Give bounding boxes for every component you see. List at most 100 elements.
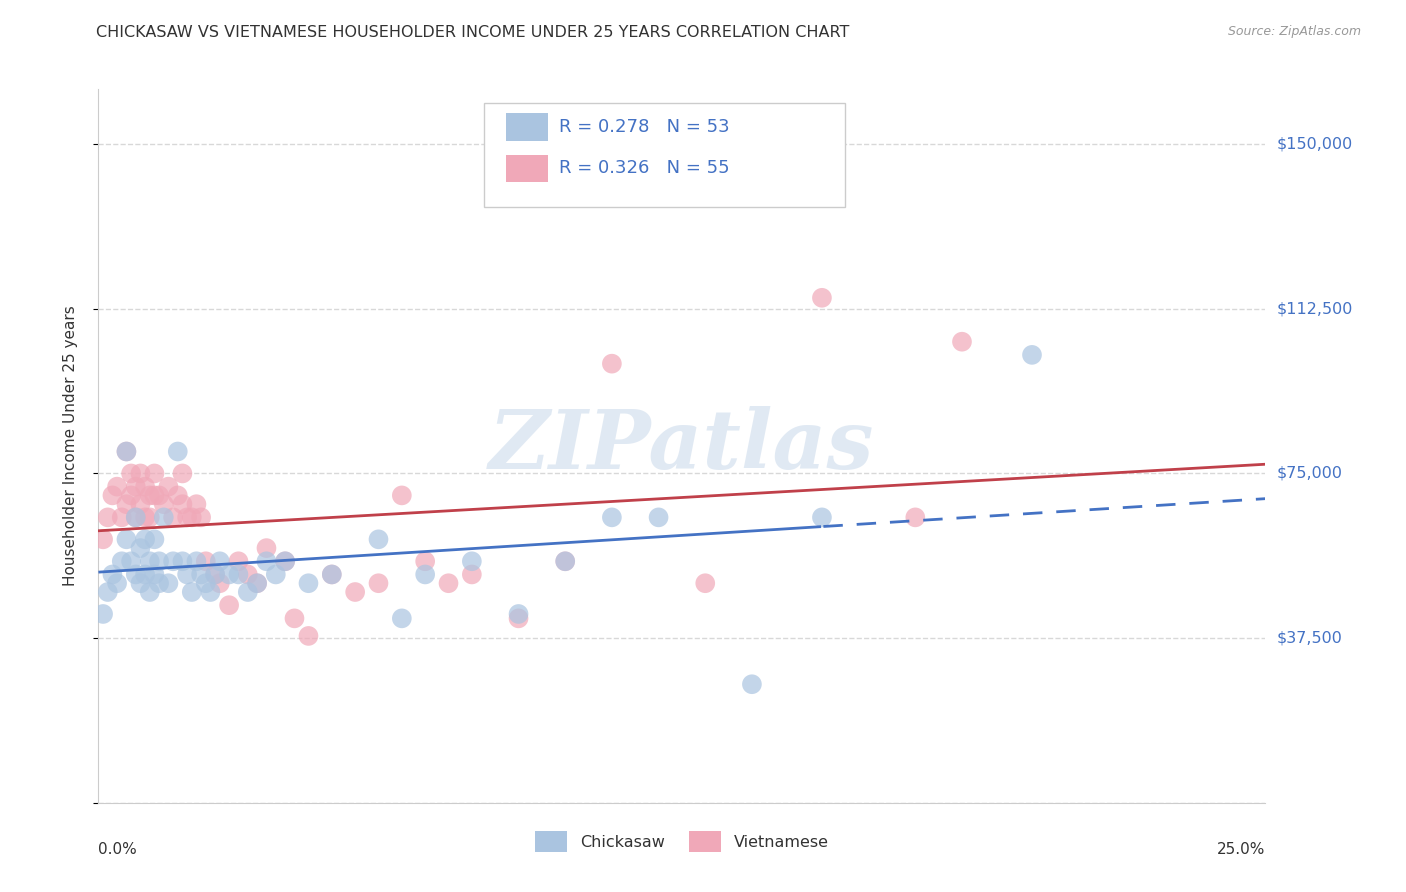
Point xyxy=(129,467,152,481)
Text: Source: ZipAtlas.com: Source: ZipAtlas.com xyxy=(1227,25,1361,38)
Point xyxy=(105,576,128,591)
Point xyxy=(143,533,166,547)
Point xyxy=(950,334,973,349)
Point xyxy=(256,554,278,568)
Point xyxy=(600,357,623,371)
Point xyxy=(508,607,530,621)
FancyBboxPatch shape xyxy=(484,103,845,207)
Point xyxy=(143,488,166,502)
Point xyxy=(97,585,120,599)
Point xyxy=(391,488,413,502)
Point xyxy=(143,567,166,582)
Point xyxy=(194,554,217,568)
Point xyxy=(218,598,240,612)
Point xyxy=(741,677,763,691)
Point xyxy=(134,510,156,524)
Point xyxy=(91,607,114,621)
Point xyxy=(172,497,194,511)
Point xyxy=(204,567,226,582)
Point xyxy=(246,576,269,591)
Point xyxy=(157,480,180,494)
Point xyxy=(125,510,148,524)
Point xyxy=(105,480,128,494)
Point xyxy=(134,480,156,494)
Point xyxy=(129,497,152,511)
Point xyxy=(101,488,124,502)
Point xyxy=(208,576,231,591)
Point xyxy=(274,554,297,568)
Point xyxy=(256,541,278,555)
Point xyxy=(134,567,156,582)
Point xyxy=(413,567,436,582)
Point xyxy=(101,567,124,582)
Point xyxy=(344,585,367,599)
Point xyxy=(176,510,198,524)
Point xyxy=(162,554,184,568)
Text: 25.0%: 25.0% xyxy=(1218,842,1265,857)
Point xyxy=(125,567,148,582)
Point xyxy=(321,567,343,582)
Point xyxy=(554,554,576,568)
Point xyxy=(600,510,623,524)
Point xyxy=(148,488,170,502)
Point xyxy=(129,576,152,591)
Text: $150,000: $150,000 xyxy=(1277,136,1353,152)
Point xyxy=(391,611,413,625)
Point xyxy=(811,510,834,524)
Point xyxy=(413,554,436,568)
Point xyxy=(91,533,114,547)
Point xyxy=(148,576,170,591)
Point xyxy=(904,510,927,524)
Point xyxy=(228,567,250,582)
Point xyxy=(186,497,208,511)
Point xyxy=(166,444,188,458)
Point xyxy=(186,554,208,568)
Point xyxy=(554,554,576,568)
Point xyxy=(162,510,184,524)
Point xyxy=(1021,348,1043,362)
Point xyxy=(139,510,162,524)
Text: R = 0.278   N = 53: R = 0.278 N = 53 xyxy=(560,118,730,136)
Point xyxy=(125,510,148,524)
Point xyxy=(190,510,212,524)
Point xyxy=(148,554,170,568)
Point xyxy=(115,444,138,458)
Point xyxy=(461,554,484,568)
Point xyxy=(120,554,142,568)
Point xyxy=(176,567,198,582)
Point xyxy=(111,554,134,568)
Point xyxy=(190,567,212,582)
Point xyxy=(246,576,269,591)
Text: $37,500: $37,500 xyxy=(1277,631,1343,646)
Point xyxy=(297,576,319,591)
Point xyxy=(508,611,530,625)
Y-axis label: Householder Income Under 25 years: Householder Income Under 25 years xyxy=(63,306,77,586)
Point xyxy=(367,533,389,547)
FancyBboxPatch shape xyxy=(506,155,548,182)
Point xyxy=(120,488,142,502)
Point xyxy=(111,510,134,524)
Text: R = 0.326   N = 55: R = 0.326 N = 55 xyxy=(560,160,730,178)
Point xyxy=(437,576,460,591)
Point xyxy=(180,510,202,524)
Text: $75,000: $75,000 xyxy=(1277,466,1343,481)
Point xyxy=(120,467,142,481)
Point xyxy=(264,567,287,582)
Point xyxy=(139,554,162,568)
Point xyxy=(180,585,202,599)
Point xyxy=(152,510,174,524)
Text: $112,500: $112,500 xyxy=(1277,301,1353,317)
Point xyxy=(129,541,152,555)
Point xyxy=(321,567,343,582)
FancyBboxPatch shape xyxy=(506,113,548,141)
Point xyxy=(236,567,259,582)
Point xyxy=(204,567,226,582)
Point xyxy=(172,467,194,481)
Point xyxy=(115,533,138,547)
Point xyxy=(647,510,669,524)
Point xyxy=(236,585,259,599)
Point xyxy=(134,533,156,547)
Point xyxy=(115,444,138,458)
Point xyxy=(166,488,188,502)
Point xyxy=(695,576,717,591)
